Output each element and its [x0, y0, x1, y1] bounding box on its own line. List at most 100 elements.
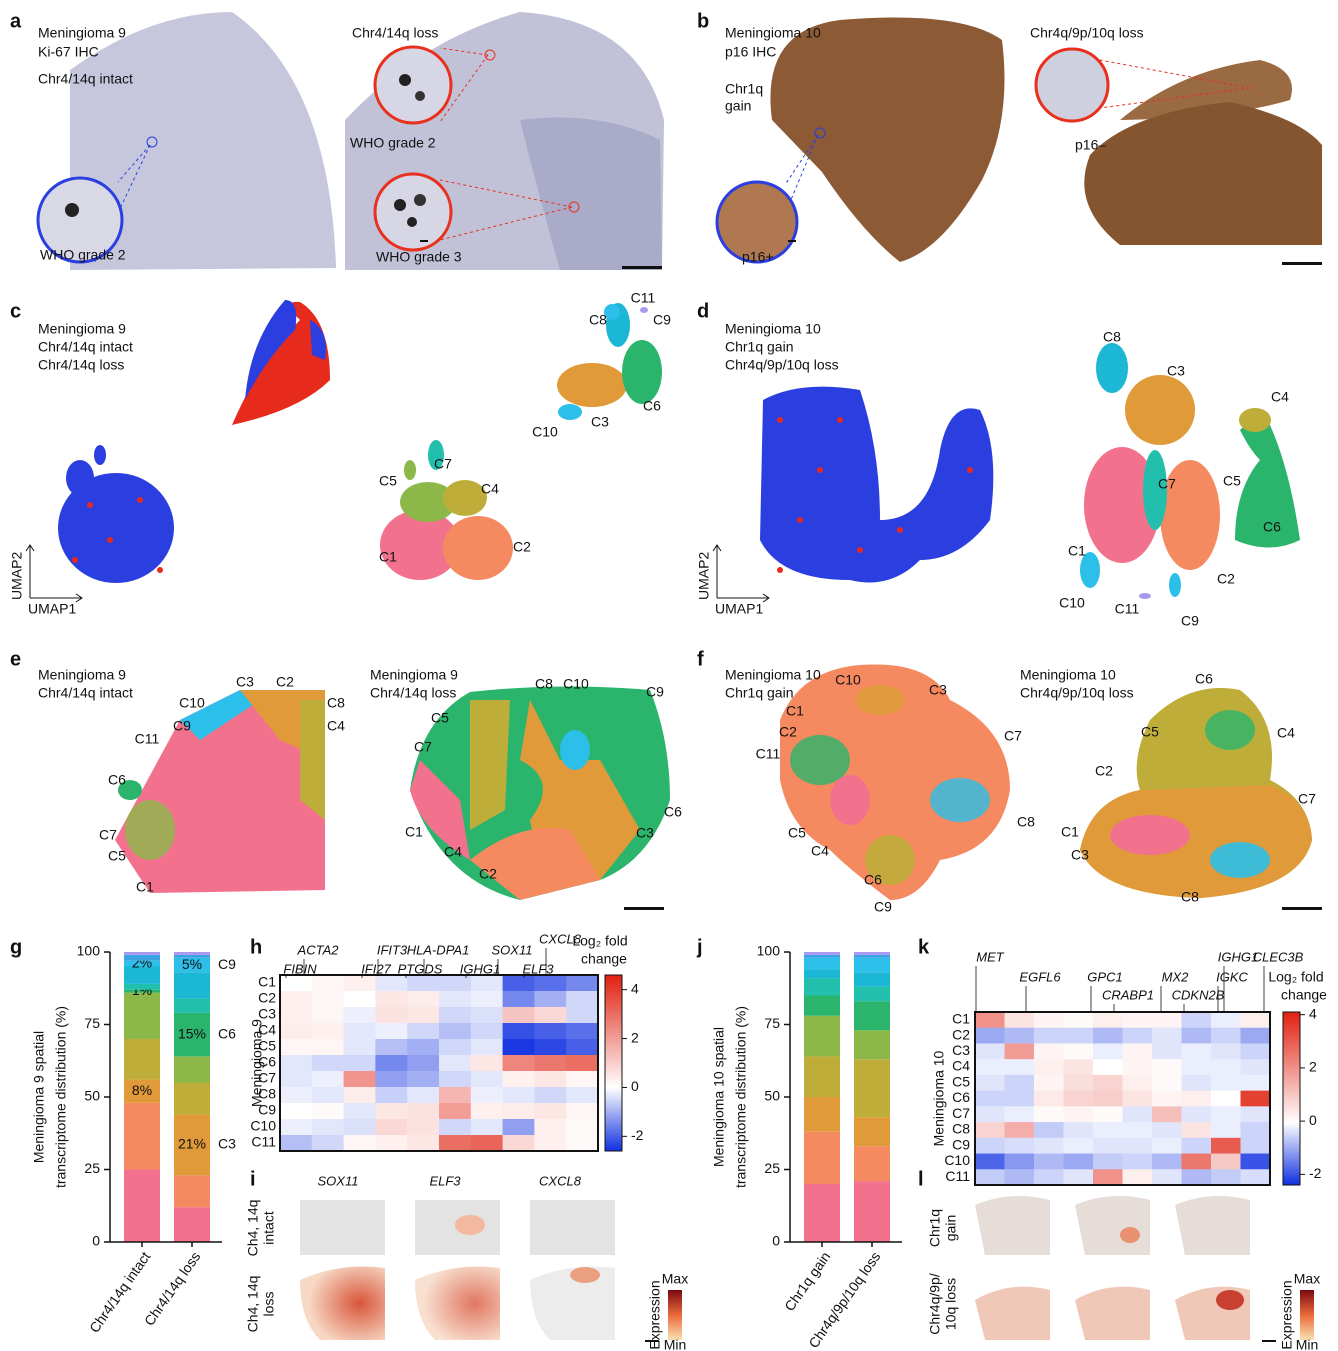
bar-segment	[174, 955, 210, 958]
heatmap-cell	[344, 1103, 376, 1120]
label: Meningioma 10	[725, 321, 821, 337]
heatmap-cell	[1241, 1154, 1271, 1170]
colorbar	[1283, 1012, 1300, 1185]
panel-letter: c	[10, 300, 21, 322]
heatmap-cell	[503, 1135, 535, 1152]
heatmap-cell	[1211, 1028, 1241, 1044]
bar-segment	[124, 1103, 160, 1170]
y-axis-title: Meningioma 10 spatial	[711, 1027, 727, 1167]
heatmap-cell	[407, 1039, 439, 1056]
heatmap-cell	[407, 1055, 439, 1072]
cluster-label: C6	[108, 772, 126, 788]
label: Meningioma 9	[38, 667, 126, 683]
heatmap-cell	[1152, 1091, 1182, 1107]
panel-letter: l	[918, 1168, 924, 1190]
heatmap-cell	[1034, 1012, 1064, 1028]
heatmap-cell	[344, 1055, 376, 1072]
cluster-label: C3	[591, 414, 609, 430]
cluster-label: C5	[431, 710, 449, 726]
y-tick-label: 75	[764, 1015, 780, 1031]
heatmap-cell	[566, 975, 598, 992]
axis-label: UMAP1	[715, 601, 763, 617]
heatmap-cell	[1211, 1059, 1241, 1075]
heatmap-cell	[471, 975, 503, 992]
label: p16 IHC	[725, 44, 776, 60]
cluster-label: C10	[835, 672, 861, 688]
heatmap-cell	[1182, 1106, 1212, 1122]
heatmap-cell	[566, 1055, 598, 1072]
expression-map	[300, 1196, 1276, 1342]
heatmap-cell	[1064, 1138, 1094, 1154]
heatmap-cell	[503, 991, 535, 1008]
gene-label: CRABP1	[1102, 987, 1154, 1002]
heatmap-cell	[975, 1028, 1005, 1044]
row-label: 10q loss	[943, 1278, 959, 1330]
label: Meningioma 9	[38, 321, 126, 337]
y-tick-label: 50	[84, 1088, 100, 1104]
heatmap-cell	[1123, 1091, 1153, 1107]
colorbar	[1300, 1290, 1314, 1340]
heatmap-cell	[1005, 1138, 1035, 1154]
bar-segment	[854, 1117, 890, 1146]
bar-segment	[124, 1170, 160, 1243]
y-axis-title: Meningioma 9 spatial	[31, 1031, 47, 1163]
label: Meningioma 9	[38, 25, 126, 41]
cluster-label: C9	[653, 312, 671, 328]
heatmap-cell	[1005, 1091, 1035, 1107]
heatmap-cell	[312, 1087, 344, 1104]
heatmap-cell	[534, 1007, 566, 1024]
colorbar	[668, 1290, 682, 1340]
label: Chr4/14q intact	[38, 71, 133, 87]
heatmap-cell	[1211, 1122, 1241, 1138]
cluster-label: C9	[1181, 613, 1199, 629]
heatmap-cell	[1211, 1091, 1241, 1107]
heatmap-cell	[566, 1039, 598, 1056]
value-label: 8%	[132, 1082, 152, 1098]
heatmap-cell	[1064, 1028, 1094, 1044]
heatmap-cell	[1064, 1154, 1094, 1170]
cluster-label: C4	[444, 844, 462, 860]
panel-letter: j	[696, 936, 703, 958]
row-label: C10	[944, 1152, 970, 1168]
cluster-label: C4	[327, 718, 345, 734]
heatmap-cell	[534, 1023, 566, 1040]
cluster-label: C2	[479, 866, 497, 882]
heatmap-cell	[1241, 1028, 1271, 1044]
spatial-tissue	[115, 664, 1322, 910]
heatmap-cell	[503, 975, 535, 992]
row-label: C11	[251, 1134, 276, 1150]
heatmap-cell	[1064, 1091, 1094, 1107]
heatmap-cell	[471, 991, 503, 1008]
heatmap-cell	[471, 1039, 503, 1056]
heatmap-cell	[1034, 1138, 1064, 1154]
heatmap-cell	[1241, 1075, 1271, 1091]
cluster-label: C6	[864, 872, 882, 888]
cluster-label: C1	[786, 703, 804, 719]
heatmap-cell	[280, 1103, 312, 1120]
heatmap-cell	[975, 1091, 1005, 1107]
label: Chr4/14q loss	[370, 685, 456, 701]
gene-label: SOX11	[318, 1173, 359, 1188]
bar-segment	[124, 993, 160, 1039]
label: Chr4q/9p/10q loss	[1020, 685, 1134, 701]
label: Max	[662, 1271, 688, 1287]
label: Meningioma 10	[725, 25, 821, 41]
row-label: gain	[943, 1215, 959, 1241]
heatmap-cell	[1064, 1169, 1094, 1185]
heatmap-cell	[975, 1138, 1005, 1154]
colorbar-tick-label: 4	[631, 980, 639, 996]
heatmap-cell	[975, 1043, 1005, 1059]
y-tick-label: 100	[757, 943, 781, 959]
bar-segment	[854, 1059, 890, 1117]
cluster-label: C8	[589, 312, 607, 328]
heatmap-cell	[407, 1087, 439, 1104]
heatmap-cell	[1211, 1154, 1241, 1170]
heatmap-cell	[566, 991, 598, 1008]
colorbar	[605, 975, 622, 1151]
label: Chr4/14q loss	[352, 25, 438, 41]
heatmap-cell	[1093, 1122, 1123, 1138]
y-tick-label: 100	[77, 943, 101, 959]
heatmap-cell	[1123, 1154, 1153, 1170]
heatmap-cell	[344, 991, 376, 1008]
bar-segment	[854, 958, 890, 973]
